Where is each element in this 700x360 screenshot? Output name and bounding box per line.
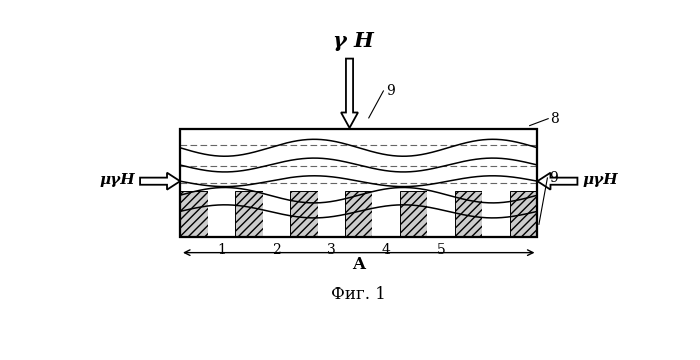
Text: μγH: μγH — [100, 173, 135, 186]
Text: 2: 2 — [272, 243, 281, 257]
Text: 5: 5 — [437, 243, 446, 257]
Text: 8: 8 — [550, 112, 559, 126]
Text: A: A — [352, 256, 365, 273]
Bar — [90, 237, 629, 320]
Text: μγH: μγH — [582, 173, 617, 186]
Text: 4: 4 — [382, 243, 391, 257]
Bar — [510, 191, 538, 237]
Bar — [235, 191, 262, 237]
Bar — [345, 191, 372, 237]
Bar — [428, 191, 455, 237]
Polygon shape — [140, 173, 180, 190]
Bar — [400, 191, 428, 237]
Text: 9: 9 — [386, 84, 395, 98]
Bar — [90, 43, 629, 130]
Bar — [318, 191, 345, 237]
Bar — [180, 130, 538, 237]
Polygon shape — [538, 173, 578, 190]
Text: Фиг. 1: Фиг. 1 — [331, 287, 386, 303]
Bar — [180, 130, 538, 237]
Bar — [180, 130, 538, 237]
Bar — [538, 43, 629, 320]
Text: 3: 3 — [327, 243, 335, 257]
Text: γ H: γ H — [333, 31, 374, 51]
Bar — [262, 191, 290, 237]
Bar — [482, 191, 510, 237]
Text: 1: 1 — [217, 243, 226, 257]
Bar — [290, 191, 318, 237]
Bar — [208, 191, 235, 237]
Bar — [180, 191, 208, 237]
Bar — [455, 191, 482, 237]
Bar — [90, 43, 180, 320]
Bar — [372, 191, 400, 237]
Polygon shape — [341, 59, 358, 128]
Text: 9: 9 — [549, 171, 558, 185]
